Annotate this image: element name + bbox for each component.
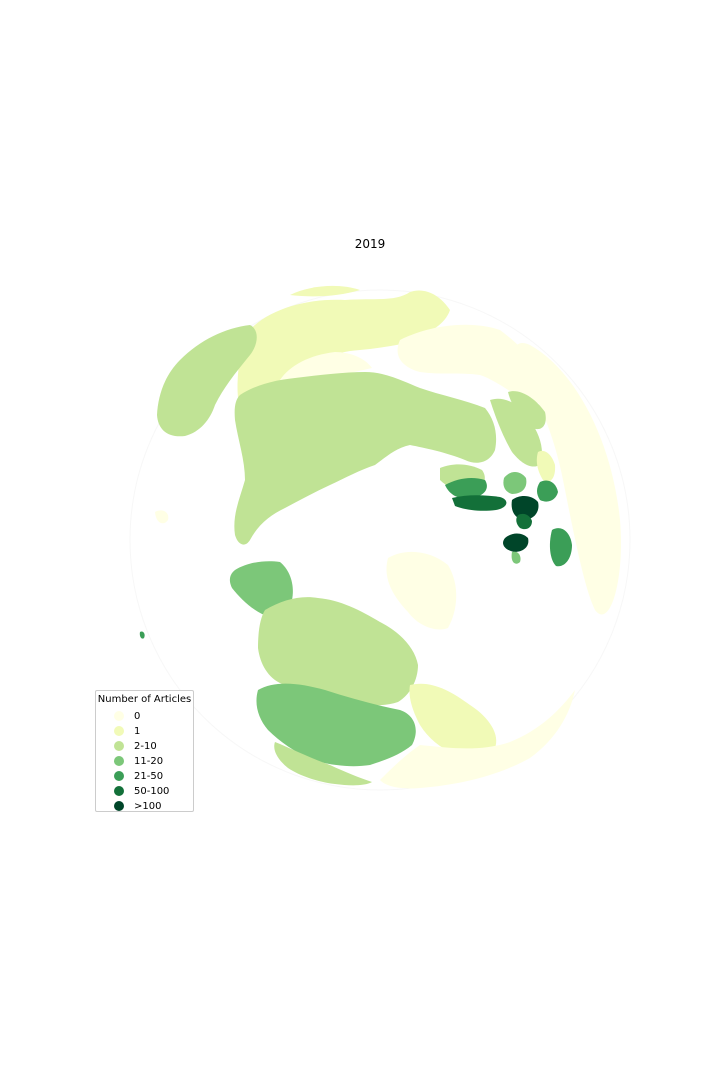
region-medium-right	[503, 472, 527, 494]
legend-item: 50-100	[114, 785, 169, 797]
legend-label: 0	[134, 710, 141, 722]
chart-title: 2019	[354, 237, 386, 251]
region-northwest-large	[157, 325, 257, 437]
legend-item: 1	[114, 725, 140, 737]
legend-dot-4	[114, 771, 124, 781]
legend-title: Number of Articles	[97, 694, 192, 705]
region-east-arc	[514, 342, 621, 615]
legend-dot-0	[114, 711, 124, 721]
legend-item: 2-10	[114, 740, 157, 752]
legend-dot-1	[114, 726, 124, 736]
region-medium-right2	[537, 480, 558, 502]
region-island-small	[155, 510, 169, 524]
region-hotspot-b	[503, 533, 529, 552]
legend-dot-5	[114, 786, 124, 796]
legend-dot-6	[114, 801, 124, 811]
legend-label: 21-50	[134, 770, 164, 782]
region-greenland	[386, 551, 457, 630]
region-east-asia-mid	[508, 391, 546, 430]
region-band-green	[445, 477, 487, 499]
legend-dot-2	[114, 741, 124, 751]
region-alaska	[229, 561, 293, 616]
legend-dot-3	[114, 756, 124, 766]
legend-label: 1	[134, 725, 141, 737]
region-south-light	[409, 683, 497, 756]
region-usa	[256, 683, 416, 767]
region-island-small2	[139, 631, 145, 639]
region-japan	[536, 450, 556, 482]
region-hotspot-c	[516, 513, 532, 530]
region-russia-west	[237, 290, 450, 411]
legend-item: 11-20	[114, 755, 163, 767]
region-russia-north	[290, 285, 360, 297]
globe-outline	[129, 289, 631, 791]
legend: Number of Articles 0 1 2-10 11-20 21-50 …	[95, 690, 194, 812]
legend-label: 11-20	[134, 755, 164, 767]
region-canada	[258, 597, 418, 706]
region-central-large	[234, 372, 497, 545]
region-south-arc	[380, 690, 575, 789]
region-small-green	[511, 551, 521, 564]
region-band-dark	[452, 495, 507, 511]
legend-item: 21-50	[114, 770, 163, 782]
region-mexico	[274, 742, 372, 786]
legend-label: 2-10	[134, 740, 157, 752]
legend-label: >100	[134, 800, 162, 812]
region-australia-ish	[549, 528, 572, 567]
region-russia-east	[397, 324, 549, 404]
legend-item: >100	[114, 800, 161, 812]
region-east-asia-north	[490, 398, 542, 467]
legend-item: 0	[114, 710, 140, 722]
legend-label: 50-100	[134, 785, 170, 797]
region-hotspot-a	[511, 496, 539, 520]
